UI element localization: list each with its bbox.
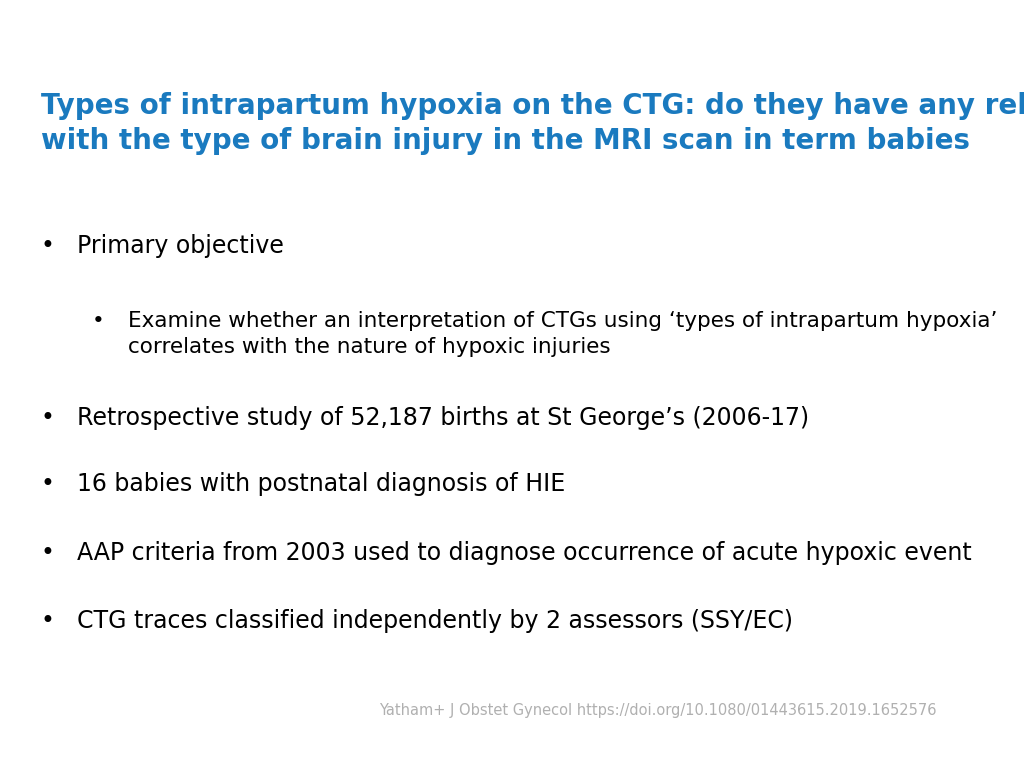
Text: CTG traces classified independently by 2 assessors (SSY/EC): CTG traces classified independently by 2… [77,609,793,633]
Text: Primary objective: Primary objective [77,234,284,258]
Text: •: • [41,234,55,258]
Text: •: • [41,406,55,429]
Text: •: • [92,311,104,331]
Text: AAP criteria from 2003 used to diagnose occurrence of acute hypoxic event: AAP criteria from 2003 used to diagnose … [77,541,972,565]
Text: •: • [41,472,55,496]
Text: 16 babies with postnatal diagnosis of HIE: 16 babies with postnatal diagnosis of HI… [77,472,565,496]
Text: •: • [41,609,55,633]
Text: Yatham+ J Obstet Gynecol https://doi.org/10.1080/01443615.2019.1652576: Yatham+ J Obstet Gynecol https://doi.org… [379,703,936,718]
Text: Retrospective study of 52,187 births at St George’s (2006-17): Retrospective study of 52,187 births at … [77,406,809,429]
Text: Types of intrapartum hypoxia on the CTG: do they have any relationship
with the : Types of intrapartum hypoxia on the CTG:… [41,92,1024,155]
Text: Examine whether an interpretation of CTGs using ‘types of intrapartum hypoxia’
c: Examine whether an interpretation of CTG… [128,311,997,356]
Text: •: • [41,541,55,565]
